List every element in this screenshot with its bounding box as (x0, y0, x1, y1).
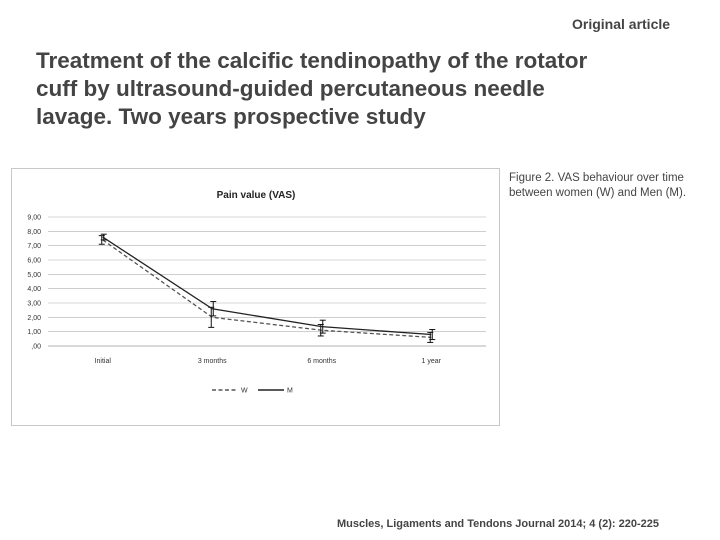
article-type-label: Original article (572, 16, 671, 32)
chart-title: Pain value (VAS) (217, 190, 296, 201)
y-tick-label: 9,00 (27, 215, 41, 222)
y-tick-label: 3,00 (27, 301, 41, 308)
chart-y-ticks: ,00 1,00 2,00 3,00 4,00 5,00 6,00 7,00 8,00 9,00 (27, 215, 41, 351)
figure-caption-line-2: between women (W) and Men (M). (509, 187, 687, 199)
figure-caption: Figure 2. VAS behaviour over time betwee… (509, 171, 714, 201)
y-tick-label: 6,00 (27, 258, 41, 265)
y-tick-label: 5,00 (27, 272, 41, 279)
figure-caption-line-1: Figure 2. VAS behaviour over time (509, 172, 684, 184)
series-line-w (102, 239, 432, 339)
x-tick-label: 1 year (422, 358, 442, 365)
vas-chart-figure: Pain value (VAS) ,00 1,00 2,00 3,00 4,00 5,00… (11, 168, 500, 426)
series-line-m (102, 236, 432, 336)
vas-line-chart: Pain value (VAS) ,00 1,00 2,00 3,00 4,00 5,00… (27, 190, 486, 395)
paper-title-line-3: lavage. Two years prospective study (36, 104, 426, 129)
chart-series (98, 233, 436, 343)
legend-label-w: W (241, 388, 248, 395)
chart-gridlines (48, 216, 486, 347)
paper-title: Treatment of the calcific tendinopathy o… (36, 47, 696, 131)
y-tick-label: 1,00 (27, 329, 41, 336)
y-tick-label: 7,00 (27, 243, 41, 250)
journal-citation: Muscles, Ligaments and Tendons Journal 2… (337, 518, 659, 530)
y-tick-label: 2,00 (27, 315, 41, 322)
y-tick-label: 8,00 (27, 229, 41, 236)
legend-label-m: M (287, 388, 293, 395)
chart-x-ticks: Initial 3 months 6 months 1 year (95, 358, 442, 365)
x-tick-label: Initial (95, 358, 112, 365)
paper-title-line-1: Treatment of the calcific tendinopathy o… (36, 48, 588, 73)
paper-title-line-2: cuff by ultrasound-guided percutaneous n… (36, 76, 545, 101)
y-tick-label: 4,00 (27, 286, 41, 293)
x-tick-label: 3 months (198, 358, 227, 365)
x-tick-label: 6 months (307, 358, 336, 365)
y-tick-label: ,00 (31, 344, 41, 351)
